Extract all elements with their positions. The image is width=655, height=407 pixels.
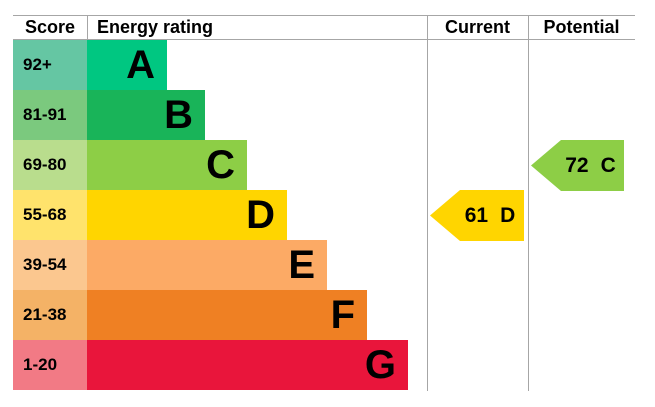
band-c-bar: C [87,140,247,190]
band-b-bar: B [87,90,205,140]
band-row-e: 39-54 E [13,240,635,290]
header-divider [87,16,88,39]
band-row-c: 69-80 C [13,140,635,190]
header-score: Score [24,17,76,37]
band-e-score: 39-54 [13,240,87,290]
header-energy-rating: Energy rating [97,17,214,37]
band-row-g: 1-20 G [13,340,635,390]
band-row-a: 92+ A [13,40,635,90]
band-f-bar: F [87,290,367,340]
band-a-bar: A [87,40,167,90]
potential-rating-band: C [600,153,616,177]
band-d-bar: D [87,190,287,240]
band-row-d: 55-68 D [13,190,635,240]
band-rows: 92+ A 81-91 B 69-80 C 55-68 D 39-54 E 21… [13,40,635,390]
band-f-score: 21-38 [13,290,87,340]
band-c-score: 69-80 [13,140,87,190]
band-g-score: 1-20 [13,340,87,390]
band-row-f: 21-38 F [13,290,635,340]
chart-header-row: Score Energy rating Current Potential [13,15,635,40]
band-e-bar: E [87,240,327,290]
band-g-bar: G [87,340,408,390]
potential-column-divider [528,15,529,391]
potential-rating-value: 72 [565,153,589,177]
current-rating-value: 61 [464,203,489,227]
band-row-b: 81-91 B [13,90,635,140]
current-column-divider [427,15,428,391]
band-b-score: 81-91 [13,90,87,140]
band-a-score: 92+ [13,40,87,90]
band-d-score: 55-68 [13,190,87,240]
current-rating-band: D [500,203,516,227]
header-potential: Potential [543,17,620,37]
header-current: Current [444,17,510,37]
